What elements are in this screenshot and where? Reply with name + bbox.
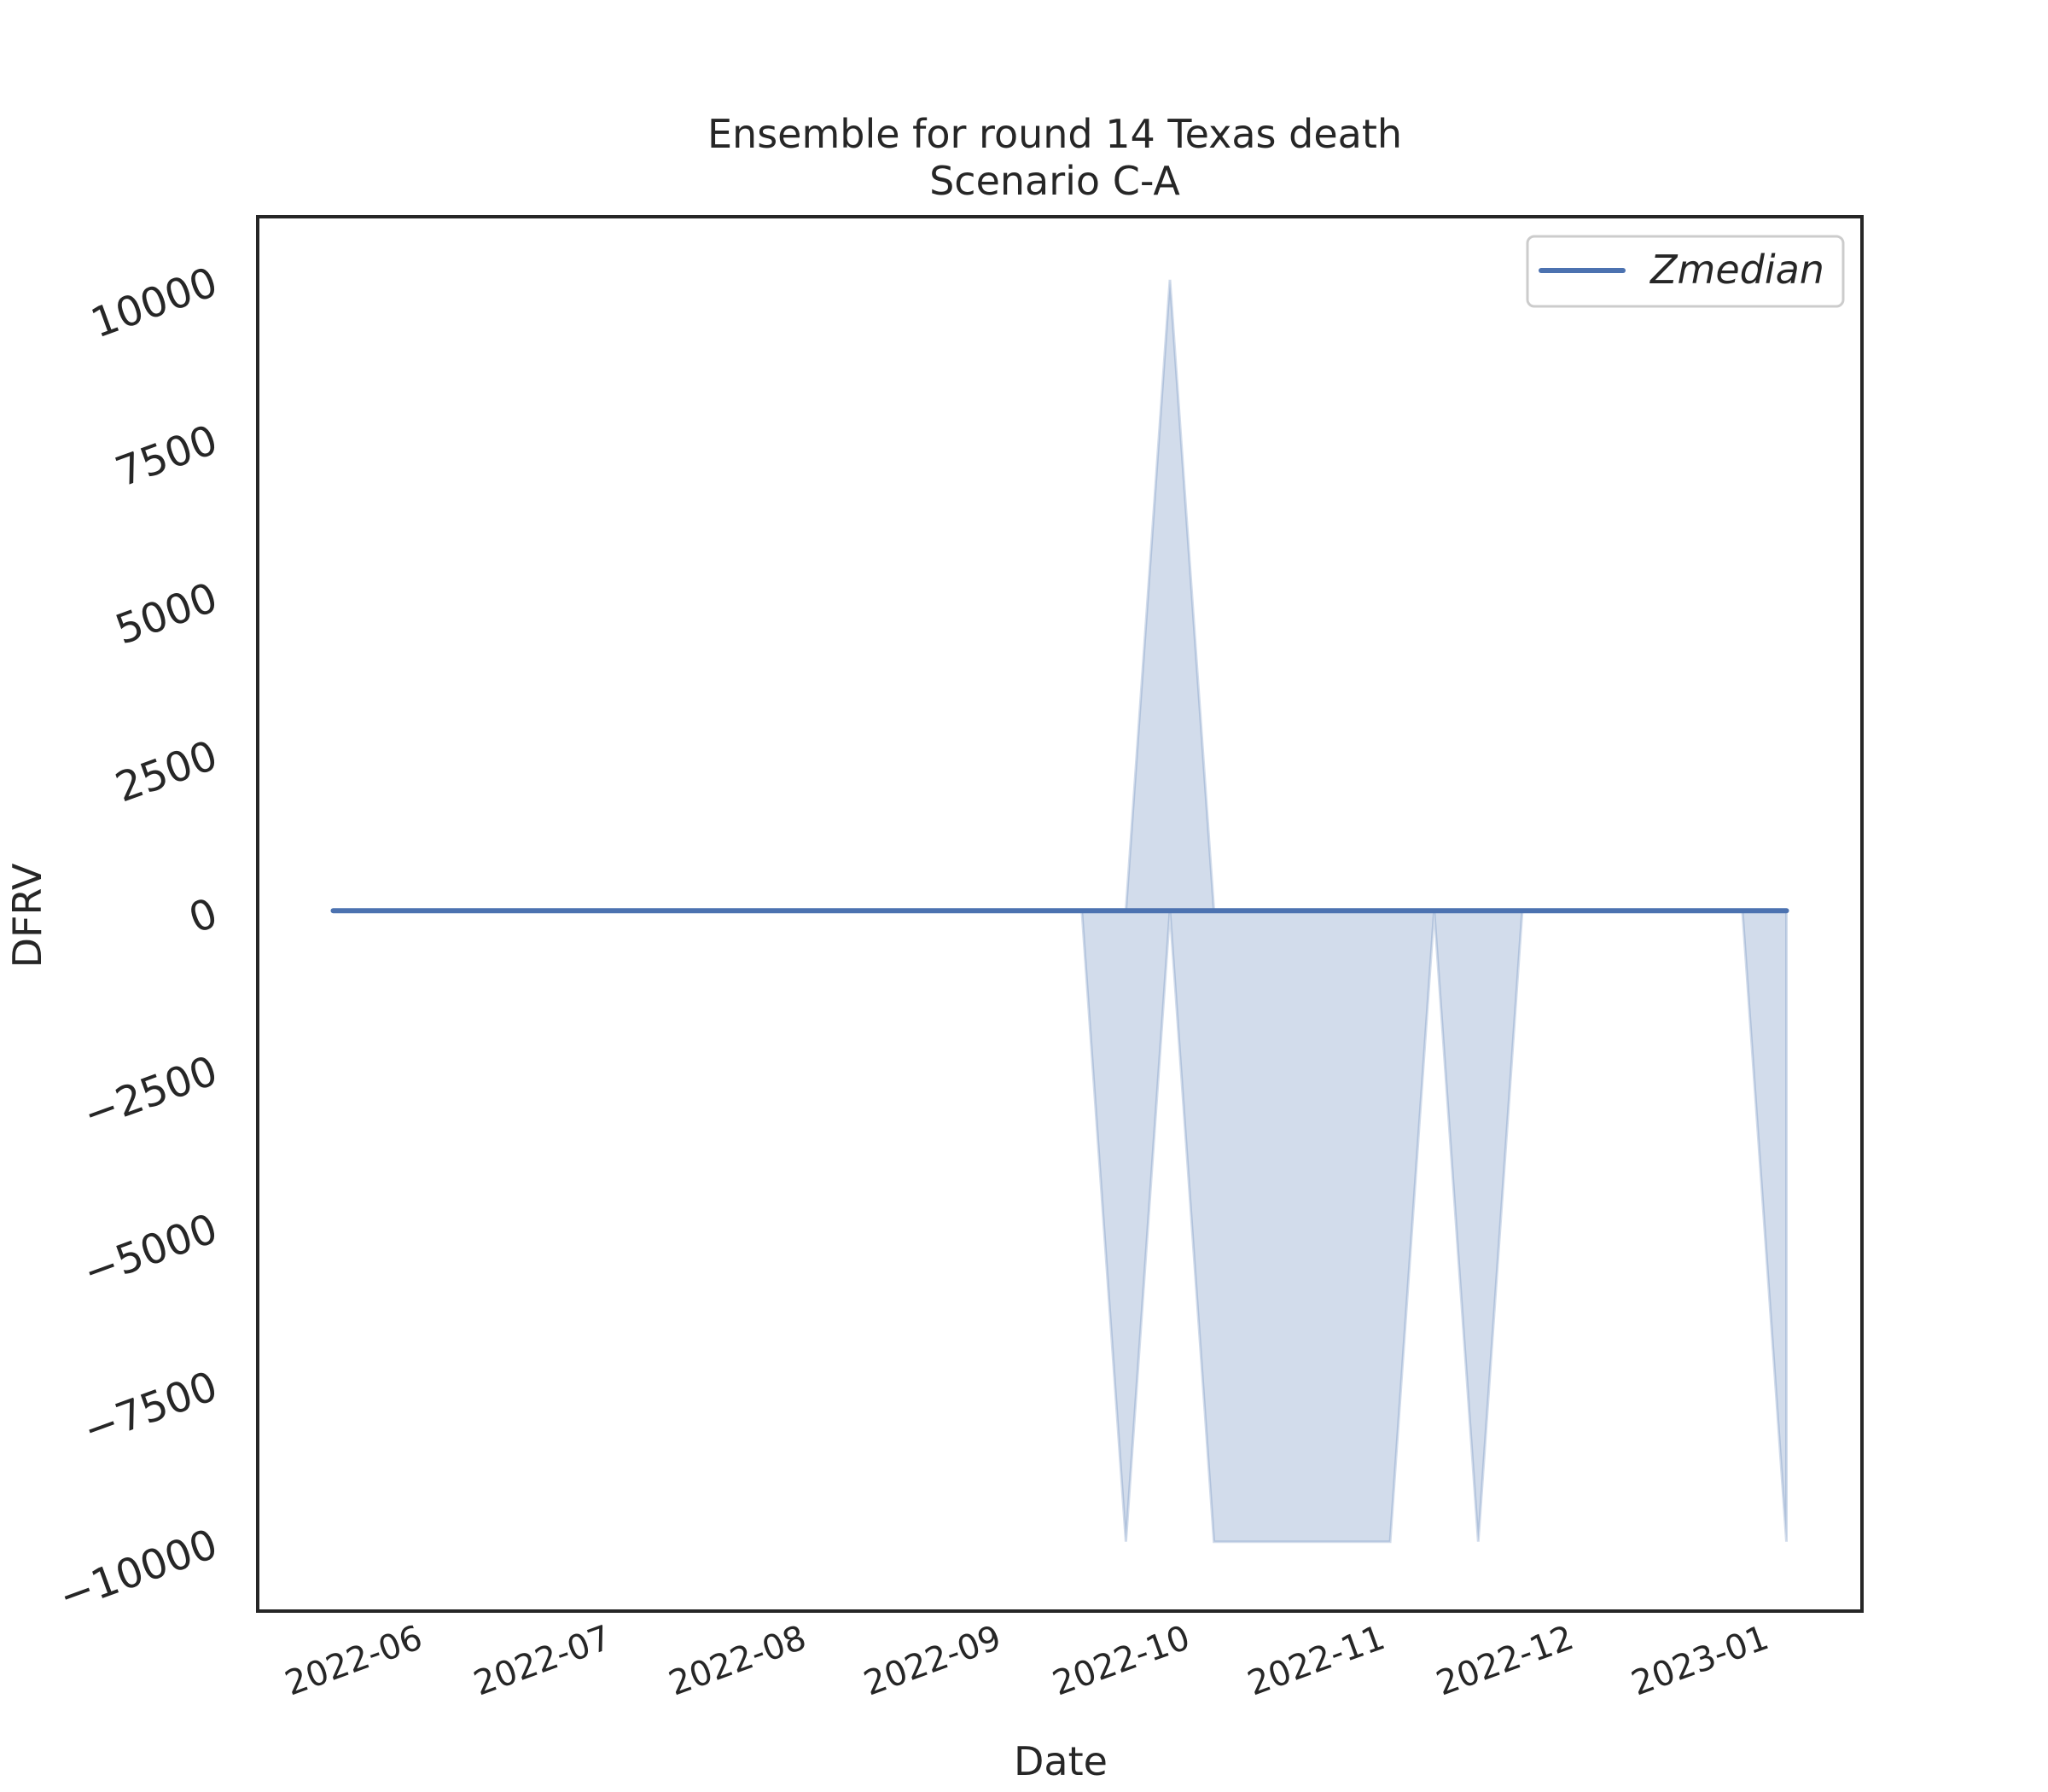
- y-tick-label: −7500: [77, 1362, 224, 1454]
- legend-box: [1526, 235, 1845, 308]
- legend: Zmedian: [1526, 235, 1845, 308]
- y-axis-label: DFRV: [4, 863, 50, 968]
- x-tick-label: 2022-06: [280, 1618, 428, 1703]
- x-tick-label: 2022-09: [858, 1618, 1006, 1703]
- x-tick-labels: 2022-06 2022-07 2022-08 2022-09 2022-10 2022-…: [280, 1618, 1773, 1703]
- plot-frame: [256, 215, 1864, 1613]
- legend-label-zmedian: Zmedian: [1649, 247, 1824, 293]
- x-tick-label: 2022-12: [1431, 1618, 1579, 1703]
- y-tick-label: 7500: [109, 416, 224, 496]
- y-tick-label: 0: [183, 889, 224, 943]
- x-tick-label: 2022-10: [1048, 1618, 1196, 1703]
- x-axis-label: Date: [1014, 1738, 1108, 1784]
- x-tick-label: 2022-07: [468, 1618, 616, 1703]
- x-tick-label: 2022-11: [1242, 1618, 1390, 1703]
- x-tick-label: 2023-01: [1626, 1618, 1774, 1703]
- y-tick-label: 2500: [109, 731, 224, 812]
- x-tick-label: 2022-08: [664, 1618, 812, 1703]
- y-tick-label: 5000: [109, 573, 224, 654]
- chart-subtitle: Scenario C-A: [929, 158, 1180, 204]
- y-tick-label: −5000: [77, 1205, 224, 1297]
- y-tick-label: −10000: [53, 1520, 224, 1621]
- y-tick-labels: 10000 7500 5000 2500 0 −2500 −5000 −7500 −10000: [53, 259, 224, 1621]
- y-tick-label: −2500: [77, 1047, 224, 1139]
- chart-title: Ensemble for round 14 Texas death: [707, 111, 1402, 157]
- y-tick-label: 10000: [84, 259, 224, 348]
